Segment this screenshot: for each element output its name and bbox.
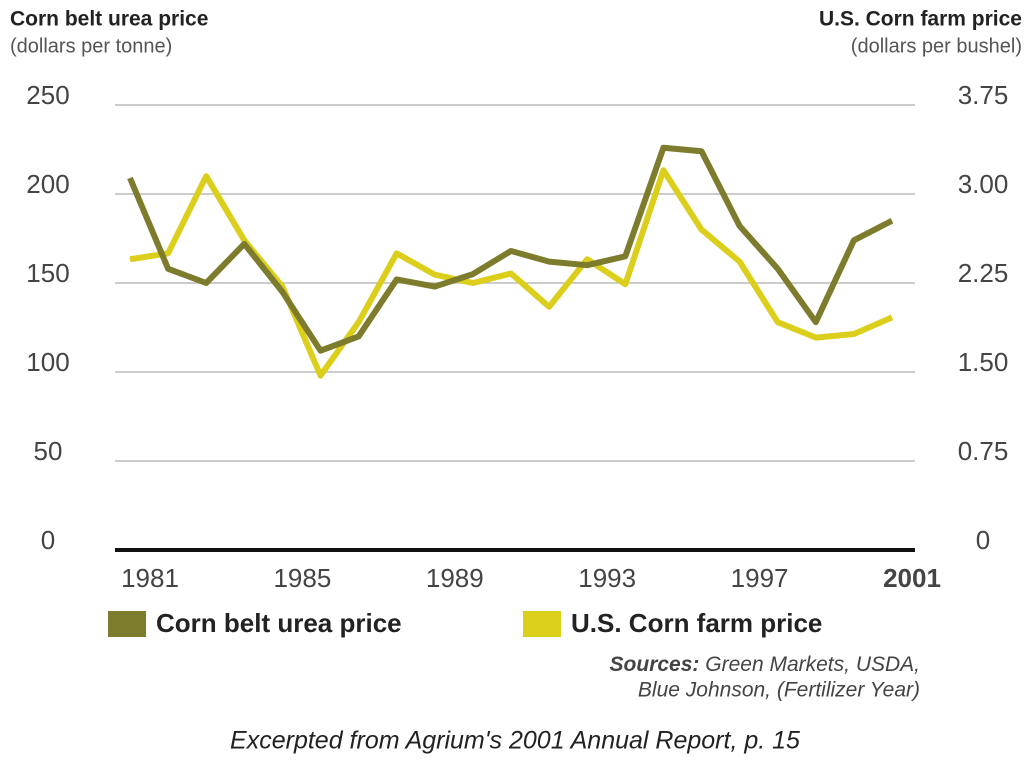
y2-tick-label: 2.25	[958, 258, 1009, 288]
x-tick-label: 1997	[731, 563, 789, 593]
y2-axis-title: U.S. Corn farm price	[819, 8, 1022, 31]
y-tick-label: 200	[26, 169, 69, 199]
legend-label: Corn belt urea price	[156, 608, 402, 638]
x-tick-label: 1989	[426, 563, 484, 593]
x-tick-label: 1981	[121, 563, 179, 593]
sources-text: Blue Johnson, (Fertilizer Year)	[638, 679, 920, 702]
sources-text: Green Markets, USDA,	[705, 653, 920, 676]
y-tick-label: 50	[34, 436, 63, 466]
y-tick-label: 100	[26, 347, 69, 377]
legend-label: U.S. Corn farm price	[571, 608, 822, 638]
x-tick-label: 2001	[883, 563, 941, 593]
sources-label: Sources:	[610, 653, 700, 676]
y-tick-label: 250	[26, 80, 69, 110]
y2-tick-label: 3.75	[958, 80, 1009, 110]
series-line	[127, 144, 894, 354]
y2-tick-label: 0.75	[958, 436, 1009, 466]
sources: Sources: Green Markets, USDA,	[610, 653, 920, 676]
legend-swatch	[108, 611, 146, 637]
y2-tick-label: 1.50	[958, 347, 1009, 377]
x-tick-label: 1993	[578, 563, 636, 593]
y2-axis-subtitle: (dollars per bushel)	[851, 35, 1022, 57]
y-tick-label: 150	[26, 258, 69, 288]
legend-swatch	[523, 611, 561, 637]
y2-tick-label: 0	[976, 525, 990, 555]
y-tick-label: 0	[41, 525, 55, 555]
y-axis-title: Corn belt urea price	[10, 8, 208, 31]
footer: Excerpted from Agrium's 2001 Annual Repo…	[230, 727, 800, 755]
y-axis-subtitle: (dollars per tonne)	[10, 35, 172, 57]
y2-tick-label: 3.00	[958, 169, 1009, 199]
x-tick-label: 1985	[273, 563, 331, 593]
